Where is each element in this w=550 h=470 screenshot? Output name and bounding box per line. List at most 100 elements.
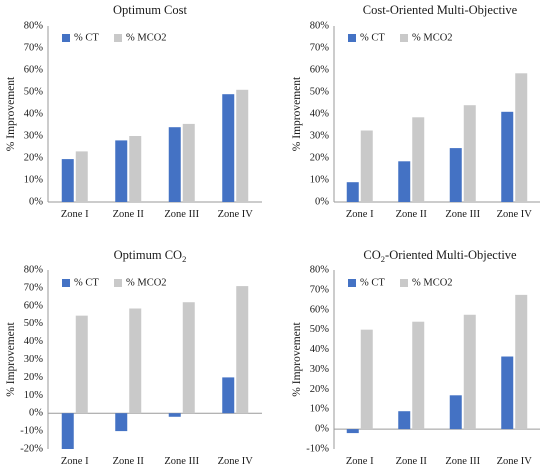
bar-mco2 <box>182 302 195 414</box>
bar-mco2 <box>515 73 528 202</box>
y-tick-label: 10% <box>310 175 330 186</box>
legend-swatch <box>400 279 408 287</box>
x-category-label: Zone III <box>164 456 199 467</box>
bar-mco2 <box>75 315 88 414</box>
bar-ct <box>501 111 514 202</box>
legend-swatch <box>114 279 122 287</box>
y-tick-label: -10% <box>20 426 43 437</box>
chart-title: Optimum Cost <box>113 3 187 17</box>
x-category-label: Zone IV <box>497 209 533 220</box>
y-tick-label: 60% <box>310 65 330 76</box>
x-category-label: Zone III <box>445 456 480 467</box>
y-tick-label: 30% <box>24 354 44 365</box>
y-tick-label: 50% <box>310 324 330 335</box>
y-tick-label: 60% <box>310 304 330 315</box>
y-tick-label: 50% <box>310 87 330 98</box>
chart-title-main: Optimum CO <box>114 248 182 262</box>
legend-label: % MCO2 <box>412 278 453 289</box>
y-tick-label: 40% <box>24 109 44 120</box>
y-tick-label: 0% <box>315 424 329 435</box>
bar-mco2 <box>182 123 195 202</box>
y-axis-label: % Improvement <box>5 76 17 151</box>
x-category-label: Zone IV <box>218 456 254 467</box>
bar-ct <box>115 140 128 202</box>
bar-ct <box>61 413 74 449</box>
bar-ct <box>449 395 462 430</box>
bar-mco2 <box>75 151 88 202</box>
legend-label: % MCO2 <box>412 33 453 44</box>
x-category-label: Zone III <box>445 209 480 220</box>
chart-title-main: Cost-Oriented Multi-Objective <box>363 3 518 17</box>
legend-swatch <box>400 34 408 42</box>
chart-title: Cost-Oriented Multi-Objective <box>363 3 518 17</box>
x-category-label: Zone I <box>346 456 374 467</box>
bar-mco2 <box>360 329 373 430</box>
legend-label: % MCO2 <box>126 278 167 289</box>
chart-panel-3: Optimum CO2 % Improvement -20% -10% 0% 10% 20%… <box>5 248 262 467</box>
y-tick-label: 70% <box>24 282 44 293</box>
y-tick-label: 0% <box>29 197 43 208</box>
legend-swatch <box>348 279 356 287</box>
chart-panel-2: Cost-Oriented Multi-Objective % Improveme… <box>291 3 540 220</box>
y-tick-label: 60% <box>24 300 44 311</box>
y-axis-label: % Improvement <box>291 321 303 396</box>
chart-title-main: Optimum Cost <box>113 3 187 17</box>
chart-panel-4: CO2-Oriented Multi-Objective % Improvemen… <box>291 248 540 467</box>
legend-swatch <box>62 279 70 287</box>
chart-panel-1: Optimum Cost % Improvement 0% 10% 20% 30% 40% 5… <box>5 3 262 220</box>
y-tick-label: 50% <box>24 318 44 329</box>
y-tick-label: 0% <box>315 197 329 208</box>
legend-label: % CT <box>360 278 385 289</box>
legend-label: % MCO2 <box>126 33 167 44</box>
bar-mco2 <box>412 117 425 202</box>
bar-mco2 <box>463 105 476 202</box>
chart-title-subscript: 2 <box>182 254 186 264</box>
y-tick-label: 30% <box>310 364 330 375</box>
bar-ct <box>61 159 74 202</box>
bar-ct <box>115 413 128 432</box>
bar-ct <box>501 356 514 430</box>
x-category-label: Zone III <box>164 209 199 220</box>
y-tick-label: 20% <box>310 153 330 164</box>
y-tick-label: -10% <box>306 444 329 455</box>
x-category-label: Zone I <box>61 209 89 220</box>
x-category-label: Zone IV <box>497 456 533 467</box>
bar-mco2 <box>129 136 142 202</box>
y-tick-label: 10% <box>24 175 44 186</box>
bar-mco2 <box>463 314 476 430</box>
x-category-label: Zone II <box>113 456 145 467</box>
x-category-label: Zone IV <box>218 209 254 220</box>
bar-ct <box>168 413 181 417</box>
legend-label: % CT <box>74 278 99 289</box>
chart-title-prefix: CO <box>363 248 380 262</box>
y-tick-label: 80% <box>310 265 330 276</box>
y-tick-label: 70% <box>24 43 44 54</box>
chart-title: CO2-Oriented Multi-Objective <box>363 248 517 264</box>
bar-mco2 <box>236 286 249 414</box>
y-tick-label: 80% <box>310 21 330 32</box>
y-tick-label: 40% <box>310 109 330 120</box>
y-tick-label: 80% <box>24 21 44 32</box>
y-tick-label: 50% <box>24 87 44 98</box>
bar-mco2 <box>412 321 425 430</box>
y-tick-label: 10% <box>310 404 330 415</box>
y-tick-label: 30% <box>24 131 44 142</box>
chart-title-main: -Oriented Multi-Objective <box>385 248 517 262</box>
y-tick-label: 20% <box>24 372 44 383</box>
bar-mco2 <box>360 130 373 202</box>
y-tick-label: 20% <box>24 153 44 164</box>
chart-title: Optimum CO2 <box>114 248 187 264</box>
bar-ct <box>222 377 235 414</box>
bar-ct <box>449 148 462 202</box>
y-tick-label: 40% <box>24 336 44 347</box>
y-tick-label: 80% <box>24 265 44 276</box>
bar-ct <box>346 182 359 202</box>
y-tick-label: 60% <box>24 65 44 76</box>
legend-swatch <box>114 34 122 42</box>
y-tick-label: -20% <box>20 444 43 455</box>
bar-mco2 <box>515 294 528 430</box>
y-tick-label: 70% <box>310 284 330 295</box>
x-category-label: Zone II <box>113 209 145 220</box>
bar-mco2 <box>236 89 249 202</box>
